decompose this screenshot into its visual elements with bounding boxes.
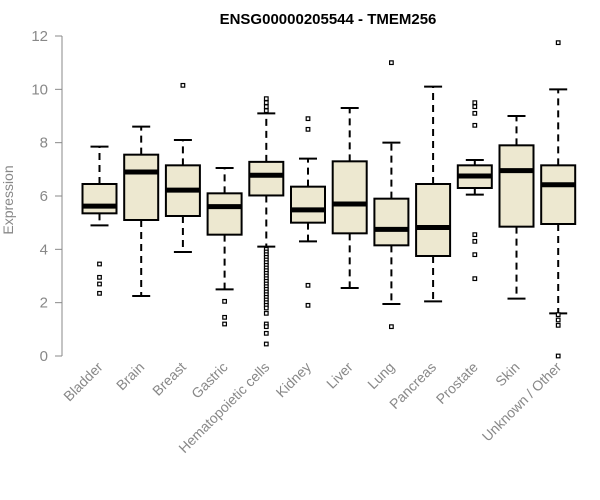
- box-iqr: [81, 183, 118, 215]
- x-tick-label: Lung: [364, 359, 397, 392]
- outlier-point: [263, 305, 269, 311]
- x-tick-label: Prostate: [433, 359, 481, 407]
- box-bladder: [81, 145, 118, 296]
- outlier-point: [305, 282, 311, 288]
- y-tick-label: 0: [40, 348, 48, 365]
- outlier-point: [263, 310, 269, 316]
- outlier-point: [472, 104, 478, 110]
- outlier-point: [263, 104, 269, 110]
- outlier-point: [222, 298, 228, 304]
- outlier-point: [263, 324, 269, 330]
- outlier-point: [97, 281, 102, 287]
- box-kidney: [290, 116, 326, 308]
- box-gastric: [206, 167, 243, 327]
- outlier-point: [180, 82, 186, 88]
- y-tick-label: 4: [40, 241, 48, 258]
- chart-title: ENSG00000205544 - TMEM256: [220, 11, 437, 28]
- box-prostate: [456, 100, 493, 282]
- outlier-point: [305, 126, 311, 132]
- outlier-point: [305, 116, 311, 122]
- outlier-point: [472, 252, 478, 258]
- outlier-point: [472, 100, 478, 106]
- outlier-point: [555, 40, 561, 46]
- box-skin: [498, 115, 535, 300]
- outlier-point: [97, 290, 102, 296]
- outlier-point: [472, 276, 478, 282]
- x-tick-label: Liver: [323, 359, 356, 392]
- box-plots: [81, 40, 577, 359]
- outlier-point: [222, 321, 228, 327]
- outlier-point: [263, 96, 269, 102]
- box-iqr: [123, 153, 160, 222]
- outlier-point: [389, 60, 394, 66]
- y-tick-label: 10: [31, 81, 48, 98]
- x-tick-label: Unknown / Other: [479, 359, 565, 445]
- box-iqr: [540, 164, 577, 225]
- outlier-point: [555, 353, 561, 359]
- y-axis: 0 2 4 6 8 10 12: [31, 28, 63, 365]
- x-tick-label: Bladder: [60, 359, 106, 405]
- x-tick-label: Skin: [492, 359, 523, 390]
- outlier-point: [472, 122, 478, 128]
- box-breast: [164, 82, 201, 253]
- outlier-point: [263, 341, 269, 347]
- outlier-point: [555, 322, 561, 328]
- outlier-point: [389, 324, 394, 330]
- box-iqr: [248, 160, 285, 197]
- outlier-point: [472, 232, 478, 238]
- box-iqr: [206, 192, 243, 236]
- outlier-point: [97, 274, 102, 280]
- box-iqr: [290, 185, 326, 224]
- y-tick-label: 8: [40, 135, 48, 152]
- outlier-point: [263, 330, 269, 336]
- outlier-point: [222, 314, 228, 320]
- box-pancreas: [415, 85, 452, 303]
- outlier-point: [97, 261, 102, 267]
- outlier-point: [555, 312, 561, 318]
- outlier-point: [472, 238, 478, 244]
- box-brain: [123, 125, 160, 297]
- box-iqr: [373, 197, 410, 247]
- outlier-point: [263, 108, 269, 114]
- box-iqr: [415, 183, 452, 257]
- x-tick-label: Breast: [149, 359, 189, 399]
- x-tick-label: Kidney: [273, 359, 315, 401]
- box-iqr: [331, 160, 368, 235]
- box-hematopoietic-cells: [248, 96, 285, 347]
- x-tick-label: Brain: [113, 359, 147, 393]
- box-unknown-other: [540, 40, 577, 359]
- outlier-point: [263, 100, 269, 106]
- y-tick-label: 12: [31, 28, 48, 45]
- y-axis-title: Expression: [0, 165, 16, 234]
- outlier-point: [472, 110, 478, 116]
- box-lung: [373, 60, 410, 330]
- box-iqr: [498, 144, 535, 228]
- outlier-point: [305, 302, 311, 308]
- y-tick-label: 2: [40, 295, 48, 312]
- outlier-point: [555, 317, 561, 323]
- y-tick-label: 6: [40, 188, 48, 205]
- box-liver: [331, 107, 368, 289]
